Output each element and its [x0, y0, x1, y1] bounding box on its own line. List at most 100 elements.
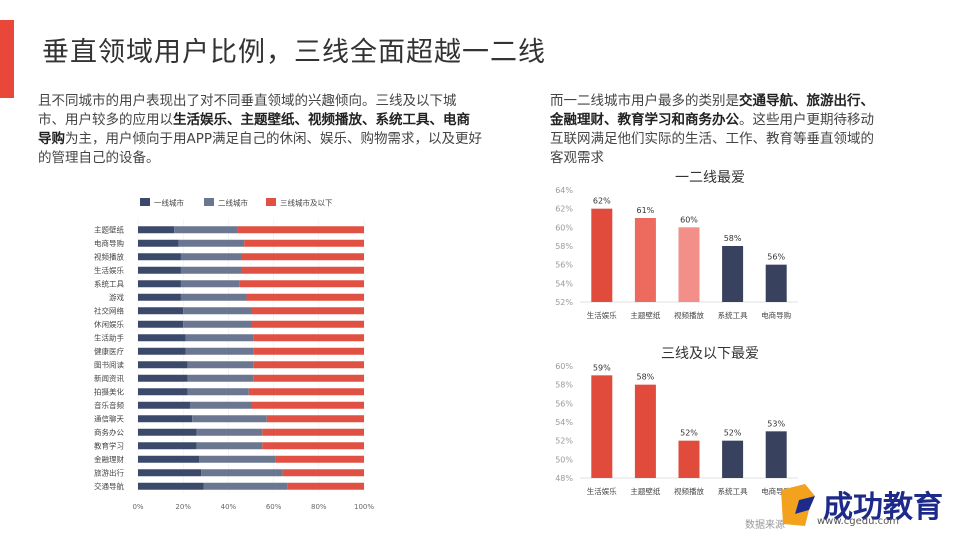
data-label: 59% [593, 363, 611, 372]
stacked-bar-segment [199, 455, 276, 463]
stacked-bar-segment [253, 361, 364, 369]
stacked-bar-segment [187, 388, 249, 396]
stacked-bar-segment [187, 374, 254, 382]
stacked-bar-segment [241, 266, 364, 274]
category-label: 音乐音频 [94, 400, 124, 410]
y-tick-label: 56% [555, 261, 573, 270]
x-tick-label: 80% [311, 503, 327, 511]
left-paragraph: 且不同城市的用户表现出了对不同垂直领域的兴趣倾向。三线及以下城市、用户较多的应用… [38, 92, 483, 168]
stacked-bar-segment [180, 293, 247, 301]
category-label: 旅游出行 [94, 467, 124, 477]
data-label: 60% [680, 215, 698, 224]
stacked-bar-segment [201, 469, 283, 477]
category-label: 教育学习 [94, 440, 124, 450]
stacked-bar-segment [138, 293, 181, 301]
logo-mark-icon [781, 484, 815, 526]
tier3-column-chart: 三线及以下最爱 48% 50% 52% 54% 56% 58% 60% 59% 生活娱乐 58% 主题… [555, 346, 798, 496]
category-label: 视频播放 [674, 310, 704, 320]
stacked-bar-segment [196, 428, 263, 436]
stacked-bar-segment [287, 482, 364, 490]
stacked-bar-segment [180, 266, 242, 274]
stacked-bar-segment [138, 307, 184, 315]
chart-title: 一二线最爱 [675, 170, 745, 186]
y-tick-label: 60% [555, 223, 573, 232]
column-bar [722, 246, 744, 302]
stacked-bar-segment [138, 388, 188, 396]
y-tick-label: 54% [555, 279, 573, 288]
stacked-bar-chart: 一线城市 二线城市 三线城市及以下 0% 20% 40% 60% 80% 100% 主题壁纸电商导… [94, 198, 374, 512]
category-label: 电商导购 [761, 310, 791, 320]
stacked-bar-segment [253, 347, 364, 355]
stacked-bar-segment [251, 320, 364, 328]
stacked-bar-segment [138, 442, 197, 450]
y-tick-label: 52% [555, 298, 573, 307]
y-tick-label: 54% [555, 418, 573, 427]
category-label: 金融理财 [94, 454, 124, 464]
stacked-bar-segment [253, 334, 364, 342]
stacked-bar-segment [239, 280, 364, 288]
stacked-bar-segment [174, 226, 238, 234]
category-label: 电商导购 [761, 486, 791, 496]
x-tick-label: 0% [132, 503, 143, 511]
y-tick-label: 58% [555, 242, 573, 251]
stacked-bar-segment [138, 320, 184, 328]
stacked-bar-segment [138, 347, 186, 355]
category-label: 系统工具 [94, 278, 124, 288]
category-label: 休闲娱乐 [94, 319, 124, 329]
stacked-bar-segment [138, 266, 181, 274]
column-bar [765, 431, 787, 478]
logo-name: 成功教育 [823, 490, 943, 525]
category-label: 系统工具 [718, 486, 748, 496]
stacked-bar-segment [262, 442, 364, 450]
stacked-bar-segment [138, 455, 200, 463]
column-bar [678, 227, 700, 302]
brand-logo: 成功教育 www.cgedu.com [775, 478, 945, 533]
stacked-bar-segment [282, 469, 364, 477]
data-label: 61% [637, 206, 655, 215]
title-accent-bar [0, 20, 14, 98]
column-bar [765, 264, 787, 302]
stacked-bar-segment [251, 401, 364, 409]
stacked-bar-segment [138, 428, 197, 436]
right-text-bold: 交通导航、旅游出行、金融理财、教育学习和商务办公 [550, 93, 874, 128]
stacked-bar-segment [241, 253, 364, 261]
x-tick-label: 60% [266, 503, 282, 511]
data-label: 58% [724, 234, 742, 243]
legend-swatch [204, 198, 214, 206]
category-label: 生活娱乐 [94, 265, 124, 275]
left-text-part1: 且不同城市的用户表现出了对不同垂直领域的兴趣倾向。三线及以下城市、用户较多的应用… [38, 93, 457, 128]
stacked-bar-segment [251, 307, 364, 315]
stacked-bar-segment [244, 239, 364, 247]
stacked-bar-segment [196, 442, 263, 450]
stacked-bar-segment [180, 253, 242, 261]
stacked-bar-segment [237, 226, 364, 234]
legend-label: 三线城市及以下 [280, 198, 333, 208]
category-label: 视频播放 [674, 486, 704, 496]
legend-label: 一线城市 [154, 198, 184, 208]
data-label: 56% [767, 253, 785, 262]
data-label: 52% [724, 429, 742, 438]
stacked-bar-segment [138, 469, 202, 477]
column-bar [678, 440, 700, 478]
column-bar [634, 218, 656, 302]
category-label: 通信聊天 [94, 413, 124, 423]
y-tick-label: 50% [555, 455, 573, 464]
stacked-bar-segment [275, 455, 364, 463]
category-label: 生活助手 [94, 332, 124, 342]
y-tick-label: 64% [555, 186, 573, 195]
right-paragraph: 而一二线城市用户最多的类别是交通导航、旅游出行、金融理财、教育学习和商务办公。这… [550, 92, 880, 168]
legend-swatch [266, 198, 276, 206]
right-text-part1: 而一二线城市用户最多的类别是 [550, 93, 739, 109]
column-bar [591, 208, 613, 302]
category-label: 商务办公 [94, 427, 124, 437]
category-label: 主题壁纸 [630, 310, 660, 320]
stacked-bar-segment [203, 482, 288, 490]
stacked-bar-segment [138, 253, 181, 261]
stacked-bar-segment [183, 320, 251, 328]
data-source-note: 数据来源 [745, 520, 785, 531]
stacked-bar-segment [138, 374, 188, 382]
stacked-bar-segment [185, 334, 254, 342]
category-label: 主题壁纸 [94, 224, 124, 234]
stacked-bar-segment [180, 280, 240, 288]
x-tick-label: 20% [175, 503, 191, 511]
